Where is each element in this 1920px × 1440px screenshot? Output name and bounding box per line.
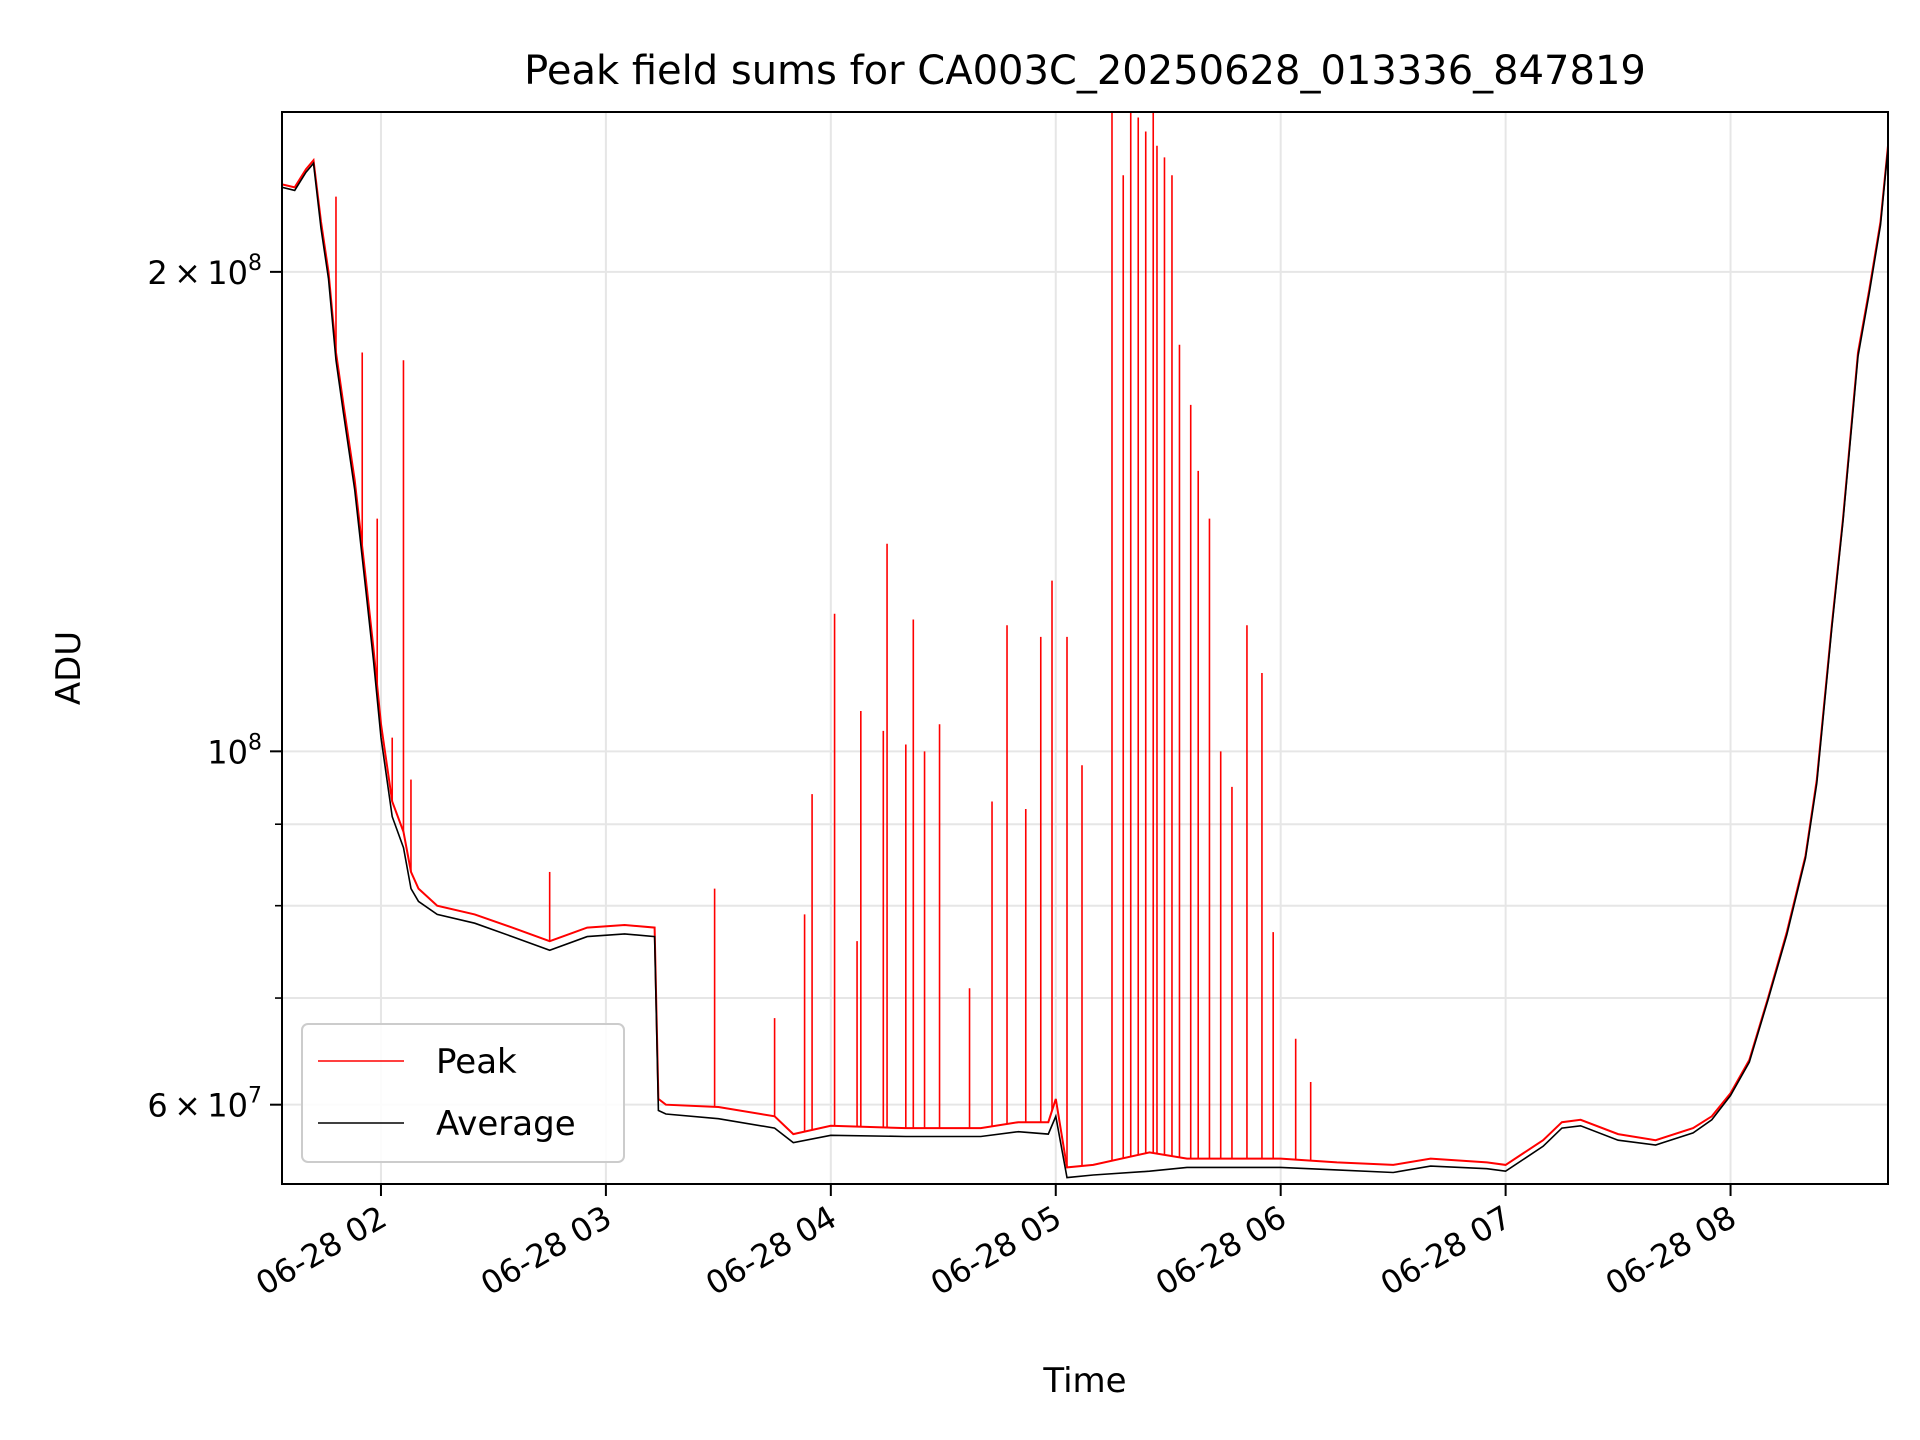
x-tick-label: 06-28 07	[1374, 1198, 1518, 1303]
series-group	[282, 112, 1888, 1179]
x-axis-label: Time	[1042, 1361, 1126, 1401]
x-tick-label: 06-28 04	[699, 1198, 843, 1303]
x-tick-label: 06-28 03	[474, 1198, 618, 1303]
x-tick-label: 06-28 08	[1599, 1198, 1743, 1303]
x-tick-label: 06-28 06	[1149, 1198, 1293, 1303]
x-tick-label: 06-28 05	[924, 1198, 1068, 1303]
y-tick-exponent: 8	[248, 251, 262, 276]
series-line-peak	[282, 145, 1888, 1169]
y-tick-label: 6 × 107	[147, 1084, 262, 1125]
legend-average-label: Average	[436, 1104, 576, 1144]
legend: Peak Average	[301, 1023, 625, 1163]
x-tick-label: 06-28 02	[249, 1198, 393, 1303]
y-tick-label: 2 × 108	[147, 251, 262, 292]
y-tick-exponent: 8	[248, 730, 262, 755]
plot-frame	[281, 111, 1889, 1185]
series-layer	[282, 112, 1888, 1179]
chart-title: Peak field sums for CA003C_20250628_0133…	[524, 48, 1646, 94]
series-line-average	[282, 148, 1888, 1179]
legend-box	[301, 1023, 625, 1163]
legend-peak-label: Peak	[436, 1042, 517, 1082]
y-axis-label: ADU	[49, 631, 89, 705]
y-tick-exponent: 7	[248, 1084, 262, 1109]
y-tick-label: 108	[207, 730, 262, 771]
